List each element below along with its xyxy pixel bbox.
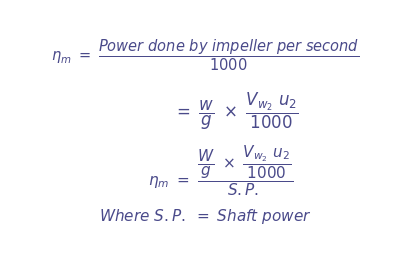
Text: $\eta_m \ = \ \dfrac{\mathit{Power\ done\ by\ impeller\ per\ second}}{1000}$: $\eta_m \ = \ \dfrac{\mathit{Power\ done… bbox=[51, 37, 359, 73]
Text: $= \ \dfrac{w}{g} \ \times \ \dfrac{V_{w_2}\ u_2}{1000}$: $= \ \dfrac{w}{g} \ \times \ \dfrac{V_{w… bbox=[173, 90, 299, 132]
Text: $\mathit{Where\ S.P.\ =\ Shaft\ power}$: $\mathit{Where\ S.P.\ =\ Shaft\ power}$ bbox=[99, 207, 311, 226]
Text: $\eta_m \ = \ \dfrac{\dfrac{W}{g} \ \times \ \dfrac{V_{w_2}\ u_2}{1000}}{S.P.}$: $\eta_m \ = \ \dfrac{\dfrac{W}{g} \ \tim… bbox=[148, 143, 293, 198]
